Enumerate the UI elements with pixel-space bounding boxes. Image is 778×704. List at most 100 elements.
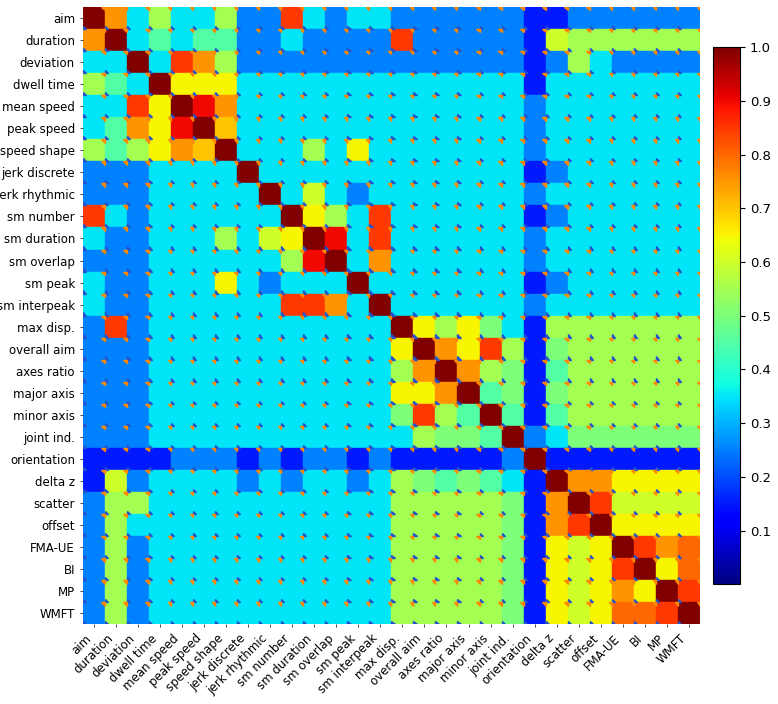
- Polygon shape: [259, 621, 262, 624]
- Bar: [545, 404, 568, 426]
- Polygon shape: [124, 7, 127, 11]
- Bar: [281, 426, 303, 448]
- Polygon shape: [590, 621, 593, 624]
- Bar: [215, 470, 237, 492]
- Polygon shape: [303, 511, 307, 514]
- Bar: [303, 183, 325, 206]
- Polygon shape: [281, 180, 285, 183]
- Bar: [634, 514, 656, 536]
- Polygon shape: [366, 536, 370, 539]
- Polygon shape: [631, 272, 634, 275]
- Polygon shape: [233, 139, 237, 142]
- Polygon shape: [502, 180, 505, 183]
- Polygon shape: [101, 360, 105, 363]
- Polygon shape: [212, 492, 215, 496]
- Polygon shape: [145, 404, 149, 407]
- Bar: [524, 294, 545, 315]
- Bar: [545, 161, 568, 183]
- Polygon shape: [215, 467, 219, 470]
- Polygon shape: [520, 514, 524, 517]
- Polygon shape: [524, 401, 527, 404]
- Bar: [678, 492, 700, 514]
- Polygon shape: [344, 338, 347, 341]
- Bar: [391, 272, 413, 294]
- Polygon shape: [256, 360, 259, 363]
- Polygon shape: [233, 603, 237, 605]
- Polygon shape: [502, 621, 505, 624]
- Polygon shape: [237, 224, 240, 227]
- Polygon shape: [370, 555, 373, 558]
- Bar: [502, 492, 524, 514]
- Polygon shape: [193, 379, 196, 382]
- Polygon shape: [653, 161, 656, 165]
- Bar: [678, 7, 700, 29]
- Polygon shape: [212, 183, 215, 187]
- Polygon shape: [281, 202, 285, 206]
- Polygon shape: [608, 183, 612, 187]
- Bar: [457, 470, 479, 492]
- Polygon shape: [101, 603, 105, 605]
- Polygon shape: [564, 404, 568, 407]
- Polygon shape: [388, 161, 391, 165]
- Polygon shape: [105, 268, 108, 272]
- Bar: [215, 382, 237, 404]
- Polygon shape: [347, 401, 351, 404]
- Polygon shape: [278, 249, 281, 253]
- Polygon shape: [105, 313, 108, 315]
- Bar: [193, 117, 215, 139]
- Polygon shape: [675, 514, 678, 517]
- Polygon shape: [215, 489, 219, 492]
- Bar: [259, 382, 281, 404]
- Bar: [149, 315, 171, 338]
- Polygon shape: [370, 268, 373, 272]
- Polygon shape: [590, 401, 593, 404]
- Polygon shape: [167, 95, 171, 99]
- Polygon shape: [653, 249, 656, 253]
- Polygon shape: [656, 467, 659, 470]
- Bar: [325, 426, 347, 448]
- Bar: [545, 29, 568, 51]
- Bar: [347, 315, 370, 338]
- Bar: [281, 7, 303, 29]
- Polygon shape: [256, 227, 259, 231]
- Polygon shape: [587, 294, 590, 297]
- Polygon shape: [145, 249, 149, 253]
- Bar: [149, 580, 171, 603]
- Bar: [105, 470, 127, 492]
- Polygon shape: [568, 290, 571, 294]
- Bar: [281, 272, 303, 294]
- Polygon shape: [564, 227, 568, 231]
- Bar: [259, 73, 281, 95]
- Polygon shape: [193, 136, 196, 139]
- Bar: [391, 492, 413, 514]
- Polygon shape: [259, 313, 262, 315]
- Polygon shape: [344, 514, 347, 517]
- Polygon shape: [82, 379, 86, 382]
- Bar: [391, 580, 413, 603]
- Polygon shape: [545, 356, 549, 360]
- Polygon shape: [278, 7, 281, 11]
- Polygon shape: [457, 180, 461, 183]
- Bar: [634, 448, 656, 470]
- Polygon shape: [454, 470, 457, 473]
- Bar: [82, 139, 105, 161]
- Polygon shape: [476, 161, 479, 165]
- Polygon shape: [457, 533, 461, 536]
- Polygon shape: [105, 577, 108, 580]
- Bar: [370, 183, 391, 206]
- Polygon shape: [233, 470, 237, 473]
- Polygon shape: [568, 334, 571, 338]
- Polygon shape: [454, 492, 457, 496]
- Polygon shape: [476, 492, 479, 496]
- Polygon shape: [590, 555, 593, 558]
- Bar: [678, 470, 700, 492]
- Bar: [347, 448, 370, 470]
- Bar: [370, 95, 391, 117]
- Polygon shape: [300, 382, 303, 385]
- Polygon shape: [82, 70, 86, 73]
- Bar: [325, 73, 347, 95]
- Polygon shape: [391, 577, 394, 580]
- Polygon shape: [413, 25, 417, 29]
- Polygon shape: [457, 136, 461, 139]
- Polygon shape: [678, 599, 682, 603]
